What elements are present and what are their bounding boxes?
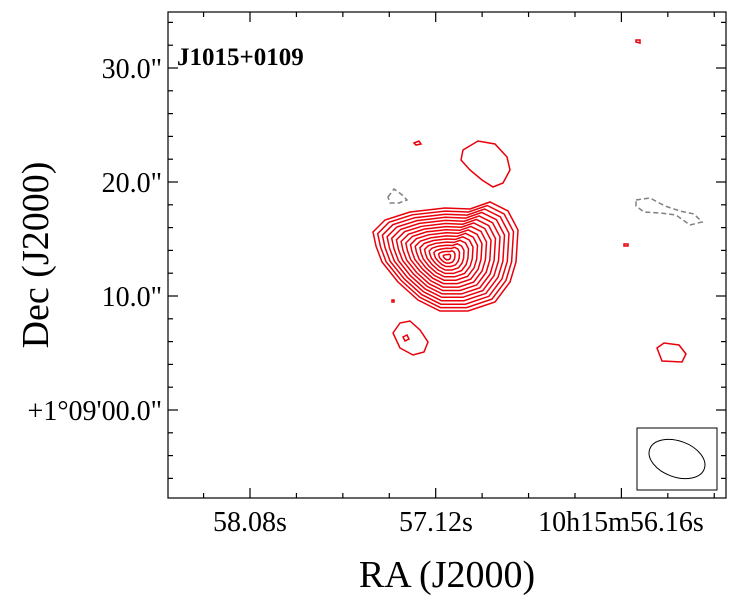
negative-contour-west (387, 187, 409, 204)
main-source-contours (372, 201, 519, 312)
main-contour-level (409, 229, 483, 285)
main-contour-level (381, 208, 510, 305)
contour-speck-east (623, 243, 629, 247)
y-tick-label-1: 30.0" (102, 54, 162, 85)
source-label: J1015+0109 (177, 44, 304, 71)
y-tick-label-3: 10.0" (102, 282, 162, 313)
main-contour-level (376, 204, 515, 309)
contour-blob-north-east (460, 140, 511, 188)
y-axis-title: Dec (J2000) (15, 162, 57, 349)
x-axis-title: RA (J2000) (359, 554, 535, 596)
main-contour-level (423, 239, 470, 275)
main-contour-level (414, 232, 479, 281)
y-tick-label-4: +1°09'00.0" (28, 396, 162, 427)
axis-ticks (168, 12, 726, 498)
negative-contour-east (635, 197, 704, 226)
main-contour-level (442, 253, 452, 261)
contour-speck-north (412, 140, 423, 146)
contour-blob-south-core (401, 333, 411, 343)
beam-inset-box (636, 427, 718, 491)
secondary-positive-contours (391, 39, 687, 363)
x-tick-label-3: 10h15m56.16s (538, 507, 704, 538)
main-contour-level (390, 215, 501, 299)
main-contour-level (372, 201, 519, 312)
main-contour-level (404, 225, 488, 288)
negative-contours (387, 187, 704, 226)
main-contour-level (437, 249, 456, 264)
main-contour-level (433, 246, 461, 268)
y-tick-label-2: 20.0" (102, 168, 162, 199)
beam-ellipse (648, 438, 706, 480)
main-contour-level (395, 218, 497, 295)
main-contour-level (400, 222, 492, 292)
main-contour-level (386, 211, 506, 302)
main-contour-level (428, 242, 465, 271)
contour-blob-far-east (656, 342, 687, 363)
contour-speck-top-right (635, 39, 641, 44)
contour-speck-west (391, 299, 395, 303)
contour-blob-south (392, 320, 429, 356)
main-contour-level (419, 235, 474, 278)
x-tick-label-2: 57.12s (399, 507, 473, 538)
x-tick-label-1: 58.08s (213, 507, 287, 538)
